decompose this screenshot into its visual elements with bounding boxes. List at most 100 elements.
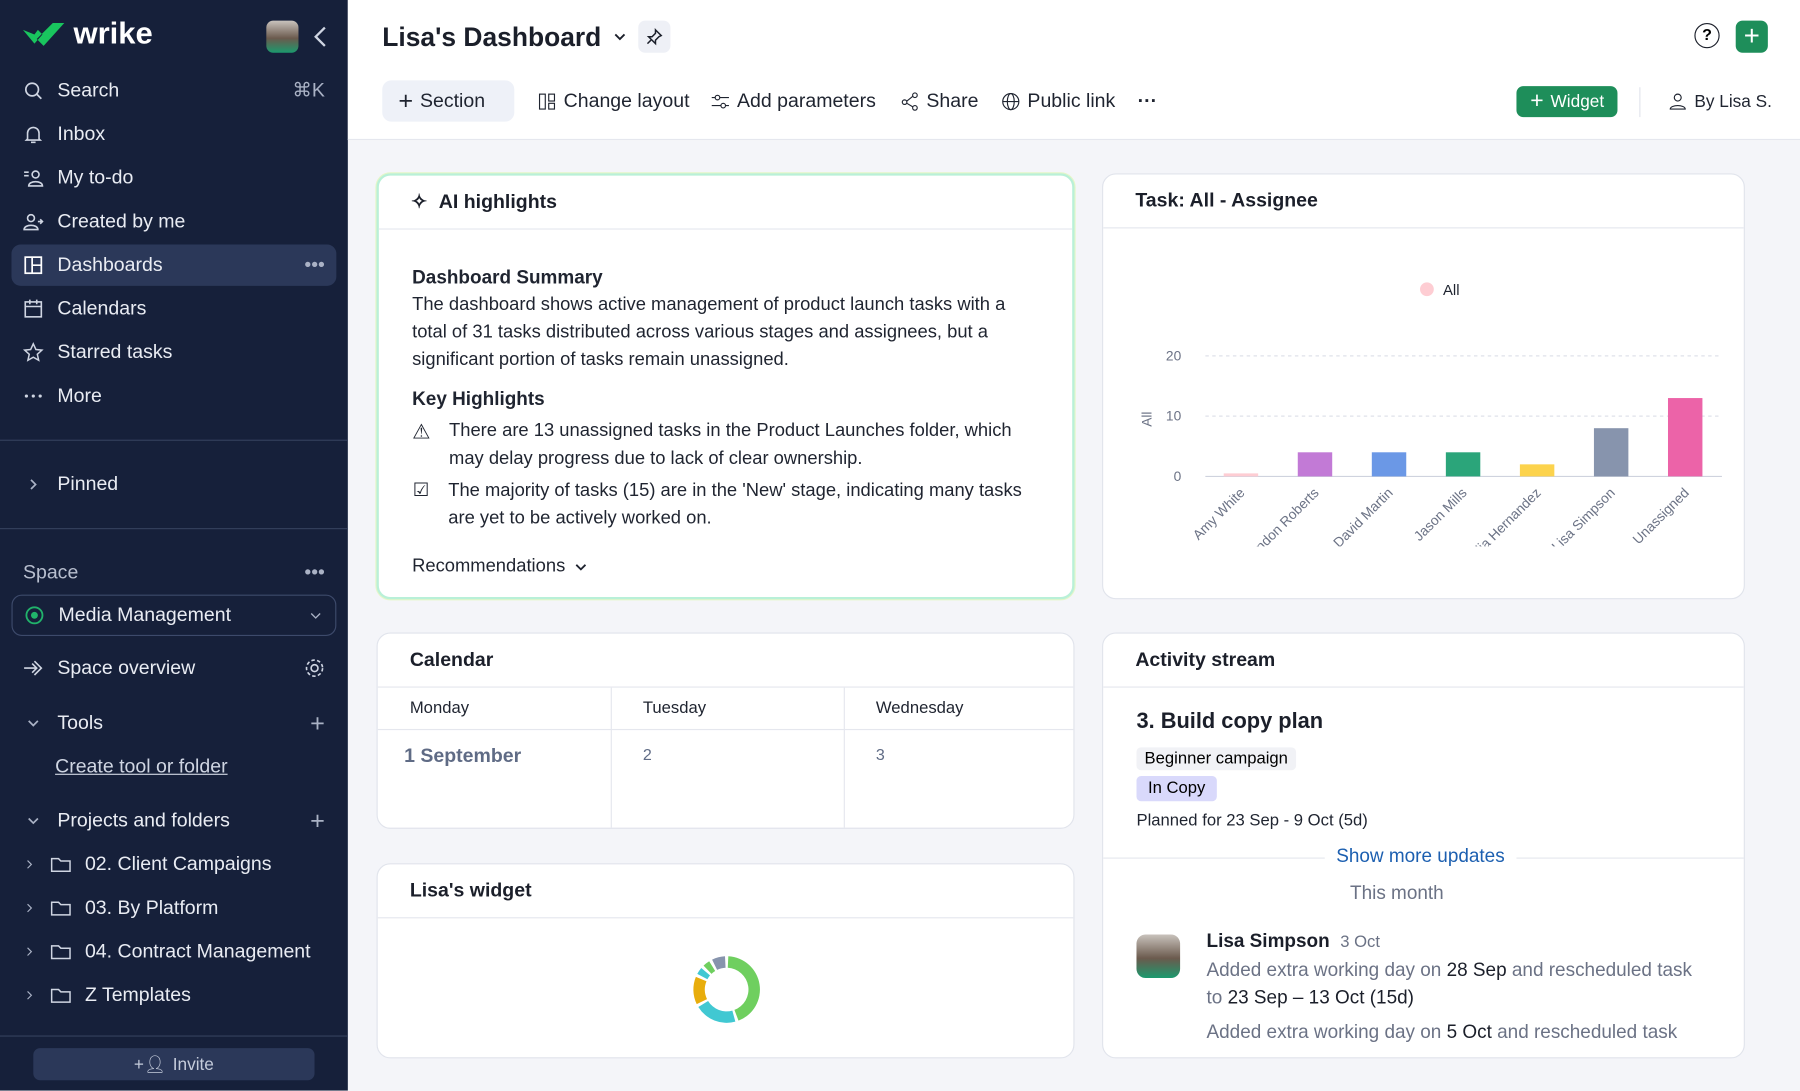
highlight-text: There are 13 unassigned tasks in the Pro… bbox=[449, 421, 1012, 469]
calendar-day-column[interactable]: Wednesday 3 bbox=[844, 688, 1074, 828]
public-link-label: Public link bbox=[1027, 89, 1116, 112]
projects-label: Projects and folders bbox=[57, 809, 230, 832]
section-label: Section bbox=[419, 89, 486, 112]
chevron-down-icon[interactable] bbox=[613, 30, 627, 44]
bar-jason-mills[interactable] bbox=[1445, 452, 1481, 477]
bar-amy-white[interactable] bbox=[1223, 473, 1259, 477]
y-tick-label: 0 bbox=[1174, 469, 1182, 484]
create-tool-link[interactable]: Create tool or folder bbox=[55, 755, 228, 778]
add-section-button[interactable]: + Section bbox=[382, 80, 515, 122]
add-tool-icon[interactable]: + bbox=[310, 708, 325, 737]
share-icon bbox=[901, 91, 918, 111]
status-badge[interactable]: In Copy bbox=[1136, 776, 1217, 802]
space-overview[interactable]: Space overview bbox=[11, 647, 336, 688]
space-more-icon[interactable]: ••• bbox=[304, 561, 325, 584]
bar-david-martin[interactable] bbox=[1371, 452, 1407, 477]
plus-icon: + bbox=[398, 86, 414, 115]
task-tag[interactable]: Beginner campaign bbox=[1136, 747, 1296, 771]
owner-label: By Lisa S. bbox=[1694, 91, 1772, 111]
divider bbox=[0, 1035, 348, 1037]
folder-icon bbox=[50, 945, 71, 960]
wrike-logo[interactable]: wrike bbox=[21, 16, 153, 52]
folder-name: 02. Client Campaigns bbox=[84, 852, 272, 875]
summary-text: The dashboard shows active management of… bbox=[412, 295, 1006, 370]
donut-segment[interactable] bbox=[712, 956, 726, 970]
projects-section[interactable]: Projects and folders + bbox=[11, 800, 336, 841]
divider bbox=[0, 528, 348, 530]
space-selector[interactable]: Media Management bbox=[11, 594, 337, 636]
help-icon[interactable]: ? bbox=[1694, 22, 1720, 49]
bar-lisa-simpson[interactable] bbox=[1593, 428, 1629, 477]
sidebar-item-more[interactable]: More bbox=[11, 375, 336, 416]
bar-brandon-roberts[interactable] bbox=[1297, 452, 1333, 477]
sidebar-item-calendars[interactable]: Calendars bbox=[11, 288, 336, 329]
widget-title: Activity stream bbox=[1135, 648, 1276, 671]
invite-button[interactable]: +👤︎ Invite bbox=[33, 1048, 315, 1081]
target-icon bbox=[25, 606, 44, 625]
pin-icon bbox=[646, 28, 663, 46]
sidebar-item-inbox[interactable]: Inbox bbox=[11, 114, 336, 155]
chevron-right-icon bbox=[30, 479, 37, 490]
wrike-check-icon bbox=[22, 22, 65, 46]
tools-section[interactable]: Tools + bbox=[11, 703, 336, 744]
public-link-button[interactable]: Public link bbox=[1001, 80, 1115, 121]
globe-icon bbox=[1002, 92, 1020, 110]
chevron-right-icon[interactable] bbox=[23, 854, 37, 875]
chevron-right-icon[interactable] bbox=[23, 898, 37, 919]
space-overview-label: Space overview bbox=[57, 656, 196, 679]
plus-icon: + bbox=[1530, 88, 1544, 114]
day-date: 2 bbox=[642, 745, 652, 764]
folder-item[interactable]: 04. Contract Management bbox=[11, 931, 336, 972]
share-button[interactable]: Share bbox=[900, 80, 978, 121]
entry-user[interactable]: Lisa Simpson bbox=[1206, 930, 1330, 952]
sidebar-item-dashboards[interactable]: Dashboards ••• bbox=[11, 244, 337, 286]
user-avatar[interactable] bbox=[1136, 934, 1181, 979]
more-options-icon[interactable]: ••• bbox=[304, 253, 325, 276]
bar-julia-hernandez[interactable] bbox=[1519, 464, 1555, 477]
folder-item[interactable]: 02. Client Campaigns bbox=[11, 844, 336, 885]
y-axis-label: All bbox=[1139, 411, 1154, 426]
sparkle-icon: ✧ bbox=[410, 190, 428, 213]
gear-icon[interactable] bbox=[304, 658, 325, 679]
add-project-icon[interactable]: + bbox=[310, 805, 325, 835]
task-title[interactable]: 3. Build copy plan bbox=[1136, 709, 1324, 734]
create-button[interactable]: + bbox=[1735, 20, 1768, 53]
donut-segment[interactable] bbox=[693, 976, 708, 1005]
add-parameters-button[interactable]: Add parameters bbox=[711, 80, 876, 121]
sidebar-item-label: Search bbox=[57, 79, 120, 102]
entry-text: and rescheduled task bbox=[1491, 1021, 1678, 1043]
sidebar-item-my-to-do[interactable]: My to-do bbox=[11, 157, 336, 198]
folder-item[interactable]: 03. By Platform bbox=[11, 887, 336, 928]
change-layout-button[interactable]: Change layout bbox=[537, 80, 690, 121]
chevron-right-icon[interactable] bbox=[23, 941, 37, 962]
donut-segment[interactable] bbox=[727, 956, 760, 1021]
folder-item[interactable]: Z Templates bbox=[11, 975, 336, 1016]
sidebar-item-created-by-me[interactable]: Created by me bbox=[11, 201, 336, 242]
calendar-day-column[interactable]: Monday 1 September bbox=[378, 687, 612, 828]
sidebar-item-starred-tasks[interactable]: Starred tasks bbox=[11, 332, 336, 373]
lisas-widget: Lisa's widget bbox=[376, 863, 1075, 1059]
show-more-updates-link[interactable]: Show more updates bbox=[1324, 846, 1517, 868]
sidebar-item-label: Dashboards bbox=[57, 253, 163, 276]
add-widget-button[interactable]: + Widget bbox=[1516, 86, 1618, 118]
legend-label[interactable]: All bbox=[1443, 282, 1460, 299]
donut-segment[interactable] bbox=[698, 1000, 736, 1023]
brand-name: wrike bbox=[73, 16, 153, 51]
user-avatar[interactable] bbox=[266, 20, 299, 53]
pin-button[interactable] bbox=[638, 20, 671, 53]
page-title: Lisa's Dashboard bbox=[382, 21, 602, 52]
bar-unassigned[interactable] bbox=[1667, 398, 1703, 477]
sidebar-item-search[interactable]: Search ⌘K bbox=[11, 70, 336, 111]
donut-segment[interactable] bbox=[697, 967, 711, 980]
more-options-icon[interactable]: ··· bbox=[1137, 89, 1158, 112]
calendar-day-column[interactable]: Tuesday 2 bbox=[611, 687, 845, 828]
recommendations-toggle[interactable]: Recommendations bbox=[412, 553, 1040, 581]
collapse-sidebar-icon[interactable] bbox=[312, 25, 328, 48]
chevron-down-icon bbox=[310, 613, 321, 619]
pinned-section[interactable]: Pinned bbox=[11, 464, 336, 505]
chevron-right-icon[interactable] bbox=[23, 985, 37, 1006]
owner-filter[interactable]: By Lisa S. bbox=[1668, 80, 1772, 121]
entry-date-range: 23 Sep – 13 Oct (15d) bbox=[1227, 987, 1414, 1008]
dashboard-title[interactable]: Lisa's Dashboard bbox=[382, 20, 671, 53]
donut-segment[interactable] bbox=[703, 961, 716, 974]
